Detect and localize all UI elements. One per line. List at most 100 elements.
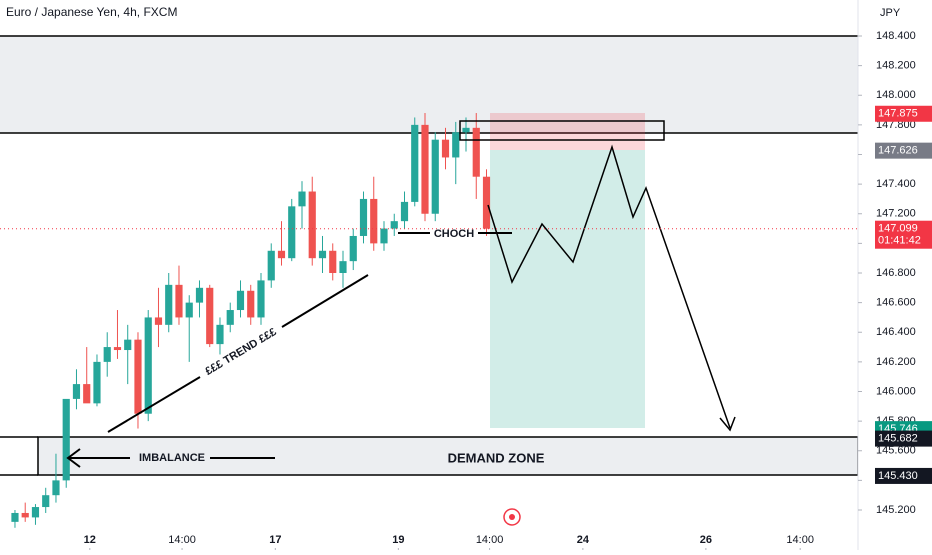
- price-badge-label: 145.682: [878, 433, 918, 445]
- candle-body: [113, 347, 122, 351]
- y-tick-label: 146.000: [876, 385, 916, 397]
- candle-body: [42, 495, 50, 508]
- candle-body: [452, 132, 460, 158]
- x-tick-label: 12: [84, 534, 96, 546]
- candle-body: [349, 235, 357, 262]
- candle-body: [441, 139, 450, 158]
- price-badge: [875, 142, 932, 159]
- candle-body: [462, 127, 470, 133]
- arrow-head: [66, 448, 81, 468]
- candle-body: [165, 284, 173, 325]
- candle-body: [93, 361, 101, 404]
- candle-body: [83, 384, 91, 404]
- price-axis: [858, 0, 932, 550]
- candle-body: [216, 324, 224, 345]
- candle-body: [288, 206, 296, 259]
- candle-body: [277, 250, 286, 259]
- candle-body: [411, 124, 419, 202]
- candle-body: [308, 191, 316, 259]
- stop-area: [490, 113, 645, 150]
- candle-body: [134, 339, 142, 414]
- x-tick-label: 14:00: [476, 534, 504, 546]
- x-tick-label: 14:00: [786, 534, 814, 546]
- x-tick-label: 19: [392, 534, 404, 546]
- candle-body: [298, 191, 306, 207]
- arrow-head: [719, 416, 736, 432]
- candle-body: [154, 317, 163, 325]
- price-badge-label: 147.875: [878, 108, 918, 120]
- trend-line: [107, 376, 201, 433]
- x-tick-label: 17: [269, 534, 281, 546]
- candle-body: [175, 284, 183, 318]
- x-tick-label: 26: [700, 534, 712, 546]
- event-icon-dot: [509, 514, 515, 520]
- y-tick-label: 147.400: [876, 178, 916, 190]
- candle-body: [318, 250, 327, 259]
- y-tick-label: 146.200: [876, 356, 916, 368]
- y-tick-label: 147.200: [876, 208, 916, 220]
- candle-body: [390, 221, 398, 229]
- candle-body: [21, 512, 29, 518]
- candle-body: [72, 384, 81, 399]
- candle-body: [400, 201, 409, 222]
- price-badge: [875, 220, 932, 249]
- price-badge: [875, 430, 932, 447]
- candle-body: [226, 310, 234, 325]
- y-tick-label: 148.200: [876, 60, 916, 72]
- candle-body: [482, 176, 491, 229]
- x-tick-label: 14:00: [168, 534, 196, 546]
- candle-body: [124, 339, 132, 351]
- choch-label: CHOCH: [434, 228, 474, 240]
- candle-body: [370, 198, 378, 244]
- x-tick-label: 24: [577, 534, 590, 546]
- candle-body: [380, 228, 388, 244]
- y-tick-label: 147.800: [876, 119, 916, 131]
- candle-body: [339, 261, 347, 274]
- event-icon[interactable]: [503, 508, 521, 526]
- supply-zone: [0, 36, 858, 133]
- projection: [487, 144, 731, 429]
- candle-body: [472, 127, 480, 177]
- candle-body: [329, 250, 337, 274]
- candle-body: [11, 512, 19, 522]
- candle-body: [247, 290, 255, 318]
- y-tick-label: 148.000: [876, 89, 916, 101]
- price-badge: [875, 105, 932, 122]
- candle-body: [257, 280, 265, 318]
- demand-zone: [37, 436, 859, 476]
- y-tick-label: 148.400: [876, 30, 916, 42]
- candle-body: [144, 317, 152, 414]
- price-badge-label: 145.430: [878, 470, 918, 482]
- price-badge-label: 147.099: [878, 223, 918, 235]
- chart-title: Euro / Japanese Yen, 4h, FXCM: [6, 5, 177, 19]
- candle-body: [103, 347, 111, 362]
- candle-body: [206, 287, 214, 345]
- candle-body: [52, 480, 60, 496]
- y-axis-label: JPY: [880, 7, 901, 19]
- trend-line: [281, 274, 369, 328]
- candle-body: [62, 398, 70, 481]
- y-tick-label: 146.400: [876, 326, 916, 338]
- y-tick-label: 146.800: [876, 267, 916, 279]
- box: [459, 120, 665, 141]
- price-badge-label: 147.626: [878, 145, 918, 157]
- y-tick-label: 146.600: [876, 297, 916, 309]
- y-tick-label: 145.200: [876, 504, 916, 516]
- countdown: 01:41:42: [878, 235, 921, 247]
- trend-label: £££ TREND £££: [203, 326, 278, 378]
- y-tick-label: 145.600: [876, 445, 916, 457]
- target-area: [490, 150, 645, 428]
- candle-body: [31, 507, 40, 518]
- candle-body: [185, 302, 193, 318]
- candle-body: [421, 124, 429, 214]
- candle-body: [359, 198, 368, 236]
- demand-label: DEMAND ZONE: [448, 450, 545, 465]
- candle-body: [431, 139, 439, 214]
- candle-body: [236, 290, 245, 311]
- candle-body: [195, 287, 204, 303]
- imbalance-label: IMBALANCE: [139, 452, 205, 464]
- candle-body: [267, 250, 275, 281]
- price-badge: [875, 467, 932, 484]
- candles: [11, 113, 491, 528]
